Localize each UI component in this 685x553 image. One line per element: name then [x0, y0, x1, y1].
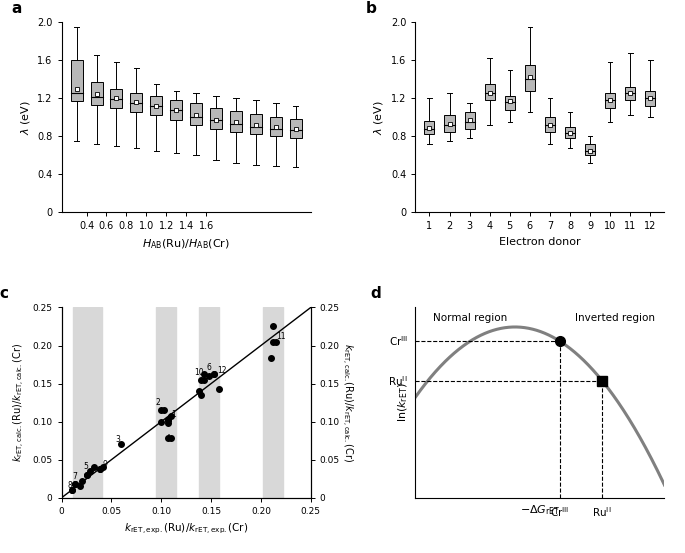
Bar: [290, 119, 302, 138]
Point: [116, 440, 127, 449]
X-axis label: $H_{\mathrm{AB}}(\mathrm{Ru})/H_{\mathrm{AB}}(\mathrm{Cr})$: $H_{\mathrm{AB}}(\mathrm{Ru})/H_{\mathrm…: [142, 237, 230, 251]
Point: [267, 337, 278, 346]
Text: 12: 12: [217, 366, 227, 375]
Point: [196, 390, 207, 399]
Point: [267, 322, 278, 331]
Bar: [565, 127, 575, 138]
Y-axis label: $\lambda$ (eV): $\lambda$ (eV): [373, 100, 386, 134]
Text: 2: 2: [155, 398, 160, 407]
Point: [76, 477, 87, 486]
Text: a: a: [12, 1, 22, 15]
Point: [203, 372, 214, 380]
Point: [69, 479, 80, 488]
Text: c: c: [0, 286, 8, 301]
Y-axis label: $\ln(k_{\mathrm{rET}})$: $\ln(k_{\mathrm{rET}})$: [396, 383, 410, 422]
Bar: [605, 93, 615, 108]
Bar: [130, 93, 142, 112]
Bar: [190, 103, 202, 125]
Point: [159, 406, 170, 415]
Bar: [270, 117, 282, 136]
Point: [81, 471, 92, 479]
Bar: [464, 112, 475, 129]
Point: [209, 370, 220, 379]
Y-axis label: $\lambda$ (eV): $\lambda$ (eV): [18, 100, 32, 134]
Point: [163, 434, 174, 443]
Point: [194, 387, 205, 395]
Text: Ru$^{\mathrm{II}}$: Ru$^{\mathrm{II}}$: [593, 505, 612, 519]
Point: [196, 375, 207, 384]
Point: [74, 482, 85, 491]
Text: 4: 4: [165, 434, 170, 443]
Y-axis label: $k_{\mathrm{rET,calc.}}(\mathrm{Ru})/k_{\mathrm{rET,calc.}}(\mathrm{Cr})$: $k_{\mathrm{rET,calc.}}(\mathrm{Ru})/k_{…: [12, 343, 27, 462]
Text: 6: 6: [206, 363, 211, 372]
Bar: [263, 307, 283, 498]
Bar: [230, 111, 242, 132]
Text: Cr$^{\mathrm{III}}$: Cr$^{\mathrm{III}}$: [388, 335, 408, 348]
Bar: [505, 96, 515, 109]
Point: [155, 417, 166, 426]
Point: [66, 486, 77, 494]
Point: [163, 416, 174, 425]
Text: b: b: [366, 1, 377, 15]
Point: [163, 416, 174, 425]
X-axis label: $k_{\mathrm{rET,exp.}}(\mathrm{Ru})/k_{\mathrm{rET,exp.}}(\mathrm{Cr})$: $k_{\mathrm{rET,exp.}}(\mathrm{Ru})/k_{\…: [124, 521, 249, 536]
Bar: [150, 96, 162, 116]
Point: [265, 354, 276, 363]
X-axis label: Electron donor: Electron donor: [499, 237, 581, 247]
Point: [84, 467, 95, 476]
Bar: [625, 87, 635, 100]
Text: Cr$^{\mathrm{III}}$: Cr$^{\mathrm{III}}$: [550, 505, 569, 519]
Bar: [71, 60, 83, 101]
Text: 9: 9: [103, 460, 108, 469]
Point: [98, 463, 109, 472]
Text: 10: 10: [194, 368, 204, 378]
Y-axis label: $k_{\mathrm{rET,calc.}}(\mathrm{Ru})/k_{\mathrm{rET,calc.}}(\mathrm{Cr})$: $k_{\mathrm{rET,calc.}}(\mathrm{Ru})/k_{…: [338, 343, 353, 462]
Text: d: d: [371, 286, 382, 301]
Text: Inverted region: Inverted region: [575, 313, 655, 323]
Bar: [525, 65, 535, 91]
Bar: [250, 114, 262, 134]
Text: 3: 3: [116, 435, 121, 445]
Bar: [156, 307, 176, 498]
Point: [214, 384, 225, 393]
Point: [166, 411, 177, 420]
Point: [199, 375, 210, 384]
Text: Normal region: Normal region: [433, 313, 508, 323]
Point: [88, 463, 99, 472]
Point: [209, 370, 220, 379]
Bar: [485, 84, 495, 100]
Text: 7: 7: [73, 472, 77, 481]
Point: [166, 434, 177, 443]
Text: 8: 8: [68, 481, 73, 490]
Bar: [110, 88, 123, 108]
Point: [155, 406, 166, 415]
Bar: [199, 307, 219, 498]
Point: [94, 465, 105, 473]
Text: 11: 11: [276, 332, 286, 341]
X-axis label: $-\Delta G_{\mathrm{rET}}$: $-\Delta G_{\mathrm{rET}}$: [520, 503, 560, 517]
Bar: [210, 108, 222, 129]
Bar: [171, 100, 182, 120]
Bar: [545, 117, 555, 132]
Bar: [425, 121, 434, 134]
Text: Ru$^{\mathrm{II}}$: Ru$^{\mathrm{II}}$: [388, 374, 408, 388]
Point: [94, 465, 105, 473]
Bar: [73, 307, 86, 498]
Bar: [90, 82, 103, 105]
Point: [271, 337, 282, 346]
Text: 1: 1: [171, 410, 176, 419]
Bar: [88, 307, 101, 498]
Bar: [445, 116, 455, 132]
Point: [163, 419, 174, 427]
Bar: [585, 144, 595, 155]
Point: [199, 370, 210, 379]
Bar: [645, 91, 656, 106]
Text: 5: 5: [84, 462, 88, 471]
Point: [69, 479, 80, 488]
Point: [66, 486, 77, 494]
Point: [81, 471, 92, 479]
